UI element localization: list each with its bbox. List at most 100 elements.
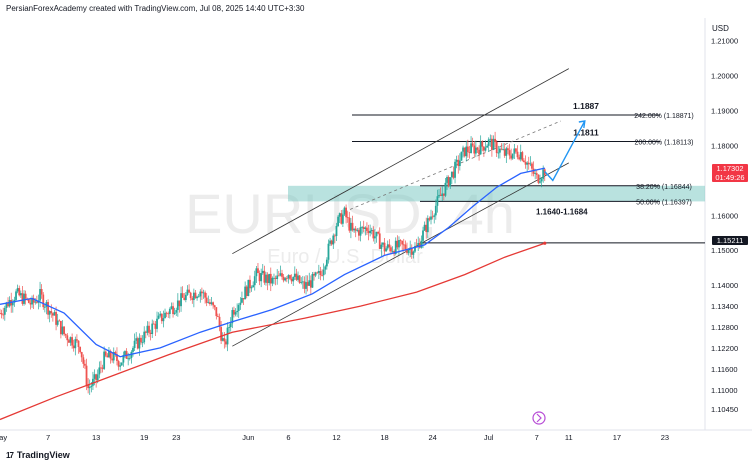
candle-body (67, 340, 70, 343)
candle-body (7, 302, 9, 307)
candle-body (428, 218, 431, 220)
candle-body (260, 273, 263, 282)
candle-body (282, 276, 285, 281)
candle-body (59, 320, 62, 335)
candle-body (430, 216, 432, 220)
candle-body (80, 352, 83, 358)
candle-body (499, 148, 501, 153)
candle-body (250, 287, 253, 289)
x-tick-label: May (0, 433, 7, 442)
candle-body (157, 315, 160, 319)
candle-body (244, 286, 247, 300)
candle-body (19, 293, 22, 296)
candle-body (247, 279, 250, 297)
candle-body (442, 193, 445, 196)
candle-body (300, 282, 303, 283)
candle-body (450, 171, 453, 178)
level-callout: 1.1887 (573, 101, 599, 111)
candle-body (253, 276, 256, 286)
candle-body (401, 240, 404, 245)
candle-body (85, 365, 88, 386)
fib-level-label: 200.00% (1.18113) (634, 139, 693, 146)
candle-body (345, 207, 347, 218)
candle-body (29, 302, 32, 305)
candle-body (523, 160, 525, 162)
candle-body (332, 235, 335, 245)
candle-body (148, 325, 150, 333)
candle-body (471, 143, 474, 146)
candle-body (76, 339, 78, 341)
candle-body (69, 337, 72, 343)
candle-body (398, 240, 400, 248)
y-tick-label: 1.16000 (711, 211, 738, 220)
replay-icon[interactable] (532, 411, 546, 425)
footer-brand[interactable]: 17 TradingView (6, 450, 70, 460)
candle-body (90, 385, 93, 387)
candle-body (324, 266, 327, 270)
candle-body (503, 149, 506, 156)
candle-body (527, 162, 530, 165)
candle-body (162, 318, 165, 322)
candle-body (412, 251, 415, 255)
candle-body (183, 297, 186, 300)
moving-average-slow-line (0, 242, 546, 421)
x-tick-label: 12 (332, 433, 340, 442)
candle-body (508, 150, 511, 156)
price-axis-panel[interactable] (705, 18, 752, 430)
candle-body (422, 230, 424, 241)
candle-body (374, 236, 376, 239)
candle-body (434, 205, 437, 216)
candle-body (404, 244, 407, 250)
x-tick-label: 24 (428, 433, 436, 442)
candle-body (111, 358, 114, 361)
candle-body (3, 307, 6, 315)
candle-body (417, 242, 420, 247)
candle-body (199, 291, 202, 297)
candle-body (309, 280, 312, 288)
candle-body (84, 363, 86, 366)
candle-body (133, 340, 136, 349)
candle-body (205, 297, 208, 303)
candle-body (322, 269, 325, 276)
candle-body (255, 268, 258, 277)
candle-body (542, 169, 545, 179)
candle-body (502, 149, 505, 150)
candle-body (295, 273, 298, 280)
candle-body (460, 151, 463, 161)
level-callout: 1.1811 (573, 127, 599, 137)
candle-body (406, 249, 408, 253)
candle-body (351, 222, 354, 231)
candle-body (449, 177, 452, 187)
candle-body (98, 367, 101, 375)
candle-body (321, 275, 323, 276)
candle-body (34, 301, 37, 303)
candle-body (16, 288, 19, 292)
candle-body (297, 275, 299, 280)
candle-body (47, 302, 49, 315)
candle-body (218, 316, 221, 328)
candle-body (337, 216, 339, 227)
candle-body (18, 288, 21, 296)
candle-body (452, 171, 455, 178)
candle-body (77, 340, 80, 347)
y-tick-label: 1.14000 (711, 281, 738, 290)
candle-body (176, 300, 179, 311)
candle-body (210, 302, 213, 305)
y-tick-label: 1.12200 (711, 344, 738, 353)
candle-body (71, 337, 74, 346)
candle-body (55, 312, 57, 325)
candle-body (391, 250, 394, 252)
candle-body (212, 302, 215, 306)
candle-body (505, 148, 508, 156)
candle-body (188, 289, 190, 293)
candle-body (515, 148, 517, 152)
candle-body (119, 365, 122, 367)
candle-body (95, 374, 98, 381)
candle-body (526, 162, 529, 165)
candle-body (292, 276, 295, 282)
y-tick-label: 1.15000 (711, 246, 738, 255)
candle-body (15, 291, 17, 300)
candle-body (534, 173, 537, 174)
candle-body (377, 231, 380, 234)
